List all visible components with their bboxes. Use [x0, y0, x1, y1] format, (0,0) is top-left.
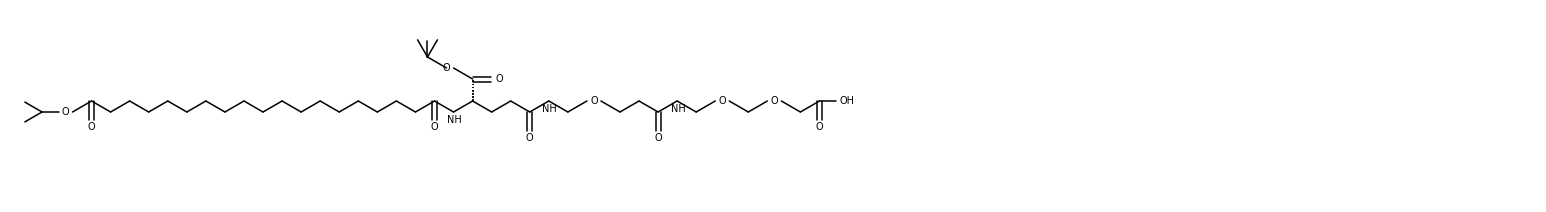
Text: O: O	[88, 122, 96, 132]
Text: O: O	[816, 122, 824, 132]
Text: OH: OH	[839, 96, 855, 106]
Text: O: O	[591, 96, 598, 106]
Text: NH: NH	[671, 104, 685, 114]
Text: O: O	[719, 96, 727, 106]
Text: O: O	[770, 96, 778, 106]
Text: NH: NH	[543, 104, 557, 114]
Text: O: O	[495, 74, 502, 84]
Text: O: O	[62, 107, 70, 117]
Text: O: O	[442, 63, 450, 73]
Text: O: O	[654, 133, 662, 143]
Text: NH: NH	[447, 115, 462, 125]
Text: O: O	[431, 122, 439, 132]
Text: O: O	[526, 133, 533, 143]
